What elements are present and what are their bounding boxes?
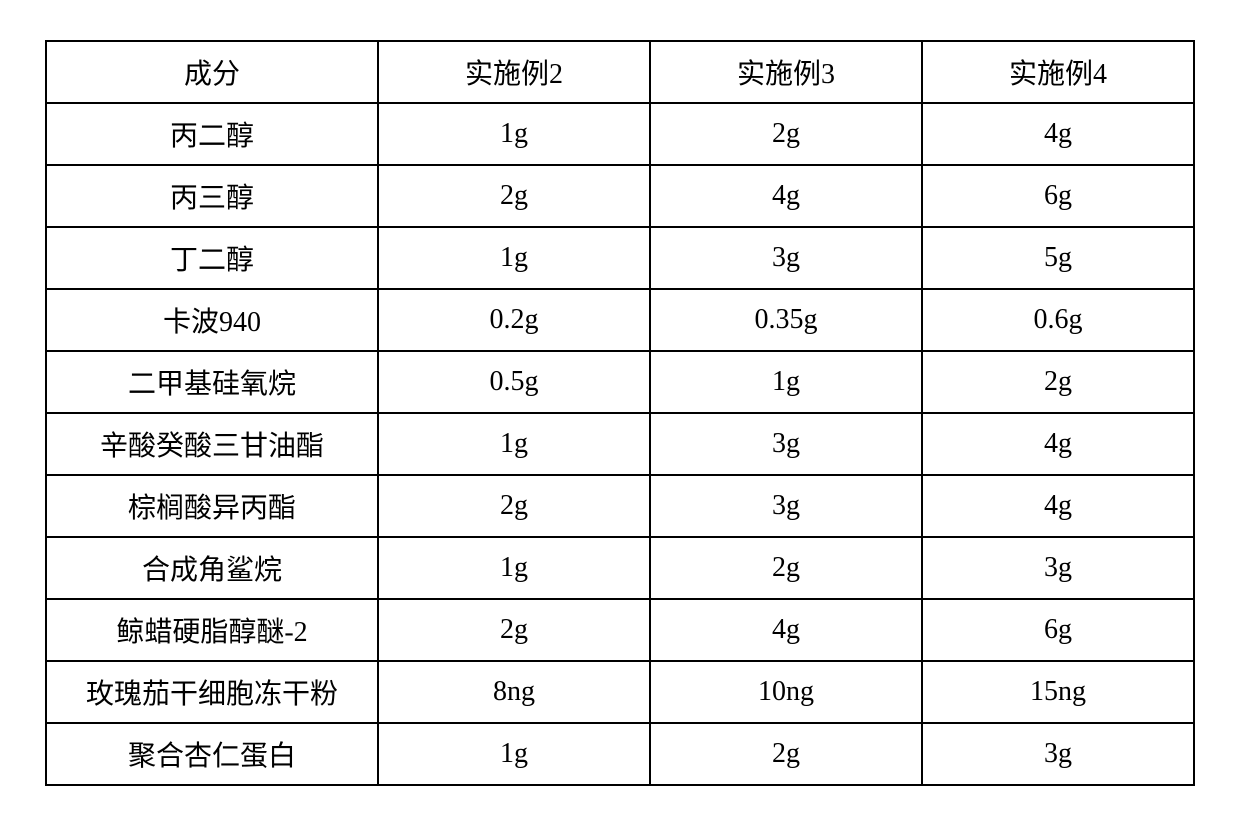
value-cell: 3g: [650, 413, 922, 475]
ingredients-table: 成分 实施例2 实施例3 实施例4 丙二醇 1g 2g 4g 丙三醇 2g 4g…: [45, 40, 1195, 786]
table-row: 合成角鲨烷 1g 2g 3g: [46, 537, 1194, 599]
value-cell: 4g: [650, 165, 922, 227]
table-row: 丁二醇 1g 3g 5g: [46, 227, 1194, 289]
table-row: 玫瑰茄干细胞冻干粉 8ng 10ng 15ng: [46, 661, 1194, 723]
table-header-row: 成分 实施例2 实施例3 实施例4: [46, 41, 1194, 103]
column-header-example-3: 实施例3: [650, 41, 922, 103]
value-cell: 3g: [922, 723, 1194, 785]
table-row: 丙三醇 2g 4g 6g: [46, 165, 1194, 227]
ingredient-cell: 丁二醇: [46, 227, 378, 289]
value-cell: 1g: [378, 413, 650, 475]
table-row: 丙二醇 1g 2g 4g: [46, 103, 1194, 165]
value-cell: 1g: [378, 537, 650, 599]
ingredient-cell: 卡波940: [46, 289, 378, 351]
value-cell: 4g: [922, 413, 1194, 475]
value-cell: 2g: [922, 351, 1194, 413]
value-cell: 0.6g: [922, 289, 1194, 351]
value-cell: 4g: [922, 103, 1194, 165]
ingredient-cell: 聚合杏仁蛋白: [46, 723, 378, 785]
value-cell: 5g: [922, 227, 1194, 289]
ingredient-cell: 鲸蜡硬脂醇醚-2: [46, 599, 378, 661]
ingredient-cell: 棕榈酸异丙酯: [46, 475, 378, 537]
ingredient-cell: 玫瑰茄干细胞冻干粉: [46, 661, 378, 723]
value-cell: 10ng: [650, 661, 922, 723]
table-row: 聚合杏仁蛋白 1g 2g 3g: [46, 723, 1194, 785]
column-header-example-2: 实施例2: [378, 41, 650, 103]
table-row: 鲸蜡硬脂醇醚-2 2g 4g 6g: [46, 599, 1194, 661]
value-cell: 6g: [922, 599, 1194, 661]
table-row: 辛酸癸酸三甘油酯 1g 3g 4g: [46, 413, 1194, 475]
table-row: 卡波940 0.2g 0.35g 0.6g: [46, 289, 1194, 351]
column-header-example-4: 实施例4: [922, 41, 1194, 103]
value-cell: 1g: [378, 227, 650, 289]
ingredient-cell: 丙二醇: [46, 103, 378, 165]
ingredient-cell: 辛酸癸酸三甘油酯: [46, 413, 378, 475]
value-cell: 0.2g: [378, 289, 650, 351]
value-cell: 3g: [922, 537, 1194, 599]
value-cell: 2g: [650, 723, 922, 785]
value-cell: 2g: [378, 165, 650, 227]
value-cell: 6g: [922, 165, 1194, 227]
value-cell: 0.5g: [378, 351, 650, 413]
value-cell: 1g: [650, 351, 922, 413]
value-cell: 1g: [378, 103, 650, 165]
value-cell: 1g: [378, 723, 650, 785]
ingredient-cell: 二甲基硅氧烷: [46, 351, 378, 413]
value-cell: 4g: [650, 599, 922, 661]
value-cell: 0.35g: [650, 289, 922, 351]
value-cell: 3g: [650, 475, 922, 537]
table-row: 二甲基硅氧烷 0.5g 1g 2g: [46, 351, 1194, 413]
value-cell: 2g: [378, 475, 650, 537]
value-cell: 4g: [922, 475, 1194, 537]
value-cell: 3g: [650, 227, 922, 289]
value-cell: 8ng: [378, 661, 650, 723]
ingredient-cell: 丙三醇: [46, 165, 378, 227]
value-cell: 2g: [650, 103, 922, 165]
table-row: 棕榈酸异丙酯 2g 3g 4g: [46, 475, 1194, 537]
value-cell: 2g: [650, 537, 922, 599]
ingredient-cell: 合成角鲨烷: [46, 537, 378, 599]
value-cell: 15ng: [922, 661, 1194, 723]
value-cell: 2g: [378, 599, 650, 661]
column-header-ingredient: 成分: [46, 41, 378, 103]
